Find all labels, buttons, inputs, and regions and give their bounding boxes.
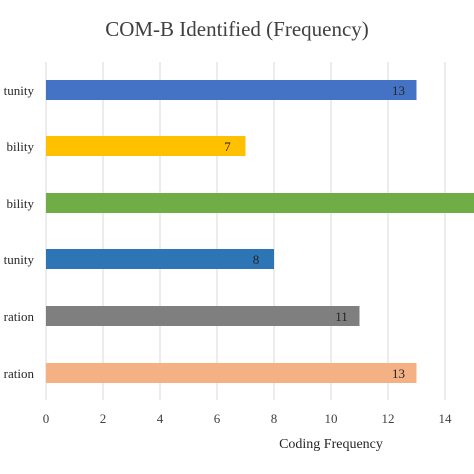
category-label: ration <box>4 366 35 381</box>
x-tick-label: 2 <box>100 411 107 426</box>
bar <box>46 306 360 326</box>
x-tick-label: 6 <box>214 411 221 426</box>
data-labels: 13 7 8 11 13 <box>224 83 405 381</box>
bar <box>46 136 246 156</box>
category-label: ration <box>4 309 35 324</box>
data-label: 8 <box>253 252 260 267</box>
data-label: 11 <box>335 309 348 324</box>
bar <box>46 249 274 269</box>
bar <box>46 193 474 213</box>
x-tick-labels: 0 2 4 6 8 10 12 14 <box>43 411 452 426</box>
bar <box>46 363 417 383</box>
x-tick-label: 14 <box>439 411 453 426</box>
x-axis-label: Coding Frequency <box>279 437 383 452</box>
x-tick-label: 10 <box>325 411 338 426</box>
bars <box>46 80 474 383</box>
x-tick-label: 8 <box>271 411 278 426</box>
data-label: 13 <box>392 83 405 98</box>
chart-title: COM-B Identified (Frequency) <box>105 17 369 41</box>
category-label: tunity <box>4 83 35 98</box>
x-tick-label: 12 <box>382 411 395 426</box>
bar <box>46 80 417 100</box>
category-label: bility <box>7 139 35 154</box>
data-label: 7 <box>224 139 231 154</box>
grid-lines <box>45 62 446 400</box>
data-label: 13 <box>392 366 405 381</box>
category-labels: tunity bility bility tunity ration ration <box>4 83 35 381</box>
category-label: tunity <box>4 252 35 267</box>
x-tick-label: 4 <box>157 411 164 426</box>
x-tick-label: 0 <box>43 411 50 426</box>
category-label: bility <box>7 196 35 211</box>
